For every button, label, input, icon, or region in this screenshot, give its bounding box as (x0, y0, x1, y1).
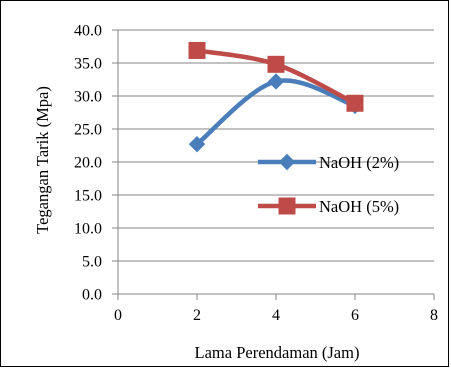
y-tick-label-0.0: 0.0 (82, 287, 102, 304)
data-point-1-2 (267, 73, 285, 90)
y-tick-labels: 0.0 5.0 10.0 15.0 20.0 25.0 30.0 35.0 40.0 (74, 23, 102, 304)
y-tick-label-35.0: 35.0 (74, 56, 102, 73)
y-tick-label-25.0: 25.0 (74, 122, 102, 139)
data-point-2-3 (346, 94, 364, 112)
y-tick-label-15.0: 15.0 (74, 188, 102, 205)
y-tick-label-20.0: 20.0 (74, 155, 102, 172)
y-tick-label-30.0: 30.0 (74, 89, 102, 106)
legend: NaOH (2%) NaOH (5%) (258, 153, 399, 216)
x-axis-label: Lama Perendaman (Jam) (195, 343, 360, 362)
legend-marker-1 (278, 153, 296, 171)
y-tick-label-10.0: 10.0 (74, 221, 102, 238)
axes (112, 29, 435, 300)
series-2 (188, 41, 364, 112)
series-group (188, 41, 364, 153)
data-point-2-1 (188, 41, 206, 59)
x-tick-label-6: 6 (351, 307, 359, 324)
data-point-2-2 (267, 55, 285, 73)
x-tick-label-0: 0 (114, 307, 122, 324)
x-tick-label-2: 2 (193, 307, 201, 324)
data-point-1-1 (188, 135, 206, 153)
legend-marker-2 (278, 197, 296, 215)
series-1 (188, 73, 364, 153)
gridlines (118, 29, 434, 262)
x-tick-labels: 0 2 4 6 8 (114, 307, 438, 324)
legend-item-1: NaOH (2%) (258, 153, 399, 172)
legend-label-2: NaOH (5%) (319, 197, 399, 216)
x-tick-label-4: 4 (272, 307, 280, 324)
y-axis-label: Tegangan Tarik (Mpa) (33, 86, 52, 234)
x-tick-label-8: 8 (430, 307, 438, 324)
y-tick-label-5.0: 5.0 (82, 254, 102, 271)
y-tick-label-40.0: 40.0 (74, 23, 102, 40)
legend-label-1: NaOH (2%) (319, 153, 399, 172)
legend-item-2: NaOH (5%) (258, 197, 399, 216)
